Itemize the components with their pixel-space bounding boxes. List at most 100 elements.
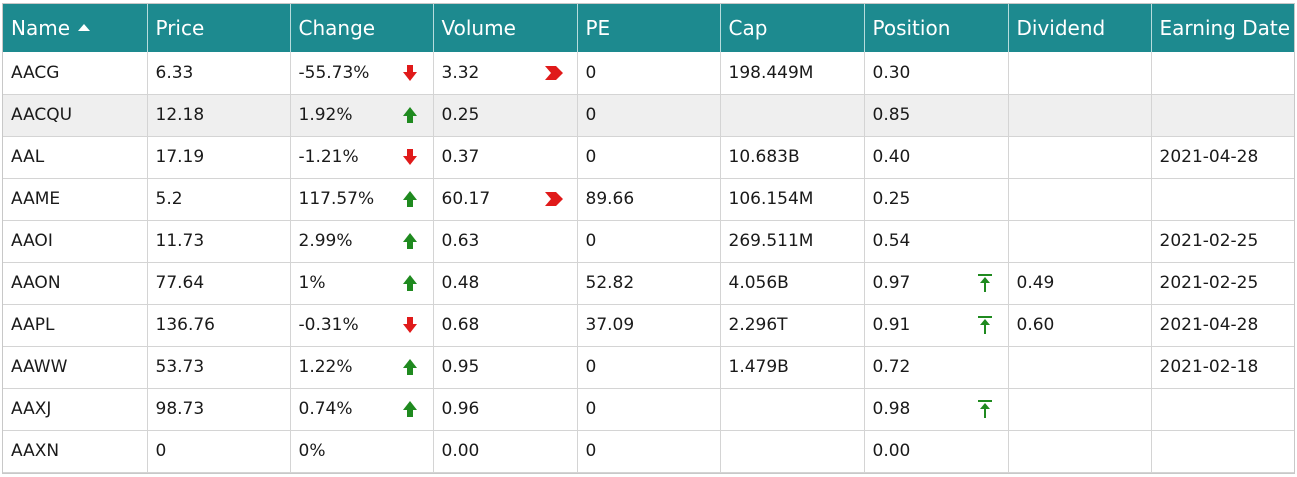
cell-earning-date[interactable] [1151,430,1294,473]
table-row[interactable]: AAME 5.2 117.57% 60.17 89.66 106.154M 0.25 [3,178,1294,221]
cell-dividend[interactable]: 0.60 [1008,304,1152,347]
cell-pe[interactable]: 0 [577,430,721,473]
cell-change[interactable]: 1.22% [290,346,434,389]
cell-earning-date[interactable]: 2021-02-25 [1151,262,1294,305]
cell-change[interactable]: 2.99% [290,220,434,263]
cell-pe[interactable]: 0 [577,220,721,263]
cell-volume[interactable]: 3.32 [433,52,578,95]
table-row[interactable]: AACQU 12.18 1.92% 0.25 0 0.85 [3,94,1294,137]
column-header-price[interactable]: Price [147,4,291,52]
cell-earning-date[interactable] [1151,388,1294,431]
cell-position[interactable]: 0.85 [864,94,1009,137]
cell-position[interactable]: 0.97 [864,262,1009,305]
table-row[interactable]: AAXJ 98.73 0.74% 0.96 0 0.98 [3,388,1294,431]
column-header-earning-date[interactable]: Earning Date [1151,4,1294,52]
cell-position[interactable]: 0.30 [864,52,1009,95]
column-header-name[interactable]: Name [3,4,148,52]
cell-price[interactable]: 6.33 [147,52,291,95]
cell-position[interactable]: 0.91 [864,304,1009,347]
sort-ascending-icon[interactable] [78,24,91,31]
table-row[interactable]: AAPL 136.76 -0.31% 0.68 37.09 2.296T 0.91 0.60 2… [3,304,1294,347]
cell-volume[interactable]: 0.48 [433,262,578,305]
cell-change[interactable]: 117.57% [290,178,434,221]
cell-earning-date[interactable]: 2021-02-18 [1151,346,1294,389]
column-header-dividend[interactable]: Dividend [1008,4,1152,52]
table-row[interactable]: AAOI 11.73 2.99% 0.63 0 269.511M 0.54 2021-02-2… [3,220,1294,263]
cell-cap[interactable]: 10.683B [720,136,865,179]
cell-position[interactable]: 0.54 [864,220,1009,263]
cell-price[interactable]: 98.73 [147,388,291,431]
column-header-volume[interactable]: Volume [433,4,578,52]
cell-earning-date[interactable] [1151,52,1294,95]
cell-pe[interactable]: 89.66 [577,178,721,221]
cell-pe[interactable]: 0 [577,136,721,179]
cell-cap[interactable]: 2.296T [720,304,865,347]
cell-change[interactable]: 1% [290,262,434,305]
cell-name[interactable]: AAOI [3,220,148,263]
cell-cap[interactable] [720,430,865,473]
cell-pe[interactable]: 52.82 [577,262,721,305]
column-header-pe[interactable]: PE [577,4,721,52]
cell-pe[interactable]: 0 [577,346,721,389]
cell-price[interactable]: 0 [147,430,291,473]
cell-name[interactable]: AAL [3,136,148,179]
cell-change[interactable]: 0.74% [290,388,434,431]
cell-name[interactable]: AAXJ [3,388,148,431]
cell-name[interactable]: AAON [3,262,148,305]
cell-position[interactable]: 0.40 [864,136,1009,179]
column-header-change[interactable]: Change [290,4,434,52]
column-header-position[interactable]: Position [864,4,1009,52]
cell-volume[interactable]: 0.00 [433,430,578,473]
table-row[interactable]: AACG 6.33 -55.73% 3.32 0 198.449M 0.30 [3,52,1294,95]
cell-pe[interactable]: 0 [577,94,721,137]
cell-name[interactable]: AACG [3,52,148,95]
cell-change[interactable]: -55.73% [290,52,434,95]
cell-price[interactable]: 5.2 [147,178,291,221]
cell-name[interactable]: AAME [3,178,148,221]
cell-name[interactable]: AACQU [3,94,148,137]
cell-volume[interactable]: 0.63 [433,220,578,263]
table-row[interactable]: AAWW 53.73 1.22% 0.95 0 1.479B 0.72 2021-02-18 [3,346,1294,389]
cell-change[interactable]: 0% [290,430,434,473]
cell-earning-date[interactable]: 2021-02-25 [1151,220,1294,263]
cell-price[interactable]: 12.18 [147,94,291,137]
cell-earning-date[interactable]: 2021-04-28 [1151,136,1294,179]
cell-volume[interactable]: 0.68 [433,304,578,347]
table-row[interactable]: AAXN 0 0% 0.00 0 0.00 [3,430,1294,473]
cell-name[interactable]: AAPL [3,304,148,347]
cell-name[interactable]: AAXN [3,430,148,473]
cell-pe[interactable]: 37.09 [577,304,721,347]
cell-dividend[interactable] [1008,52,1152,95]
cell-volume[interactable]: 0.25 [433,94,578,137]
cell-cap[interactable]: 4.056B [720,262,865,305]
cell-volume[interactable]: 60.17 [433,178,578,221]
cell-dividend[interactable] [1008,346,1152,389]
cell-cap[interactable] [720,94,865,137]
cell-earning-date[interactable]: 2021-04-28 [1151,304,1294,347]
cell-dividend[interactable] [1008,94,1152,137]
cell-dividend[interactable] [1008,178,1152,221]
cell-dividend[interactable] [1008,136,1152,179]
cell-price[interactable]: 11.73 [147,220,291,263]
cell-change[interactable]: -1.21% [290,136,434,179]
cell-change[interactable]: -0.31% [290,304,434,347]
cell-price[interactable]: 136.76 [147,304,291,347]
cell-dividend[interactable] [1008,430,1152,473]
cell-volume[interactable]: 0.95 [433,346,578,389]
cell-pe[interactable]: 0 [577,52,721,95]
cell-price[interactable]: 77.64 [147,262,291,305]
cell-dividend[interactable]: 0.49 [1008,262,1152,305]
cell-dividend[interactable] [1008,388,1152,431]
cell-earning-date[interactable] [1151,178,1294,221]
cell-cap[interactable]: 106.154M [720,178,865,221]
cell-position[interactable]: 0.72 [864,346,1009,389]
cell-cap[interactable]: 198.449M [720,52,865,95]
cell-cap[interactable] [720,388,865,431]
cell-earning-date[interactable] [1151,94,1294,137]
cell-volume[interactable]: 0.96 [433,388,578,431]
cell-volume[interactable]: 0.37 [433,136,578,179]
table-row[interactable]: AAON 77.64 1% 0.48 52.82 4.056B 0.97 0.49 2021-0… [3,262,1294,305]
cell-change[interactable]: 1.92% [290,94,434,137]
cell-pe[interactable]: 0 [577,388,721,431]
cell-name[interactable]: AAWW [3,346,148,389]
